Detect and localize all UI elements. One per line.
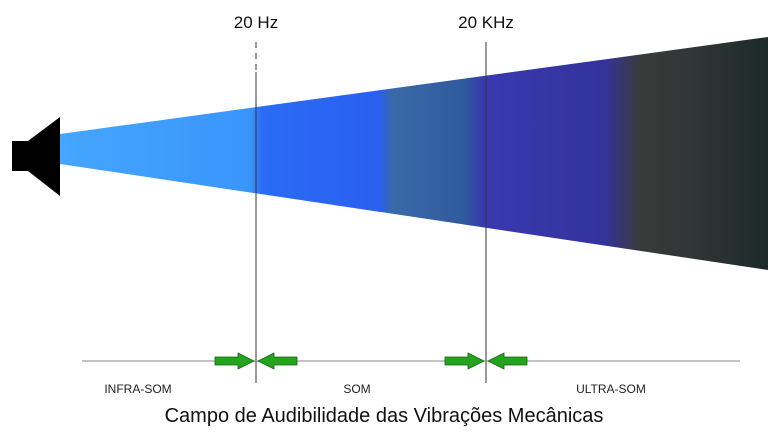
sound-beam	[60, 37, 768, 270]
green-converging-arrows-icon	[214, 352, 298, 370]
marker-20khz-label: 20 KHz	[458, 13, 514, 32]
region-label-sound: SOM	[343, 382, 370, 396]
speaker-icon	[12, 117, 60, 196]
region-label-infra: INFRA-SOM	[104, 382, 171, 396]
region-label-ultra: ULTRA-SOM	[576, 382, 646, 396]
marker-20hz-label: 20 Hz	[234, 13, 278, 32]
marker-20hz: 20 Hz	[234, 13, 278, 383]
diagram-caption: Campo de Audibilidade das Vibrações Mecâ…	[165, 405, 604, 427]
marker-20khz: 20 KHz	[458, 13, 514, 383]
green-converging-arrows-icon	[444, 352, 528, 370]
